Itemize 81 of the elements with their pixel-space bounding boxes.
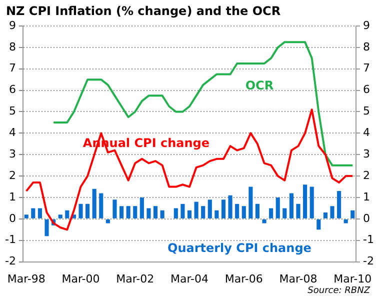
bar: [119, 206, 124, 218]
y-tick-label: 2: [8, 168, 16, 182]
bar: [160, 210, 164, 218]
bar: [337, 191, 342, 218]
y2-tick-label: 9: [363, 18, 370, 32]
bar: [112, 200, 117, 218]
bar: [296, 204, 300, 218]
y2-tick-label: -1: [363, 233, 374, 246]
bar: [44, 219, 49, 236]
bar: [316, 219, 321, 230]
series-label: Quarterly CPI change: [167, 240, 312, 255]
bar: [146, 208, 151, 218]
bar: [31, 208, 36, 218]
y2-tick-label: 8: [363, 40, 370, 54]
x-tick-label: Mar-00: [62, 272, 100, 286]
y-tick-label: 0: [8, 212, 16, 225]
bar: [99, 193, 104, 218]
x-tick-label: Mar-06: [224, 272, 263, 286]
series-label: OCR: [245, 78, 274, 92]
y-tick-label: 8: [8, 40, 16, 54]
bar: [330, 206, 334, 218]
bar: [24, 214, 28, 218]
bar: [221, 200, 226, 218]
bar: [208, 200, 212, 218]
y-tick-label: 6: [8, 83, 16, 96]
bar: [106, 219, 110, 224]
bar: [242, 206, 246, 218]
bar: [180, 204, 185, 218]
bar: [201, 206, 206, 218]
bar: [187, 210, 192, 218]
y-tick-label: 1: [8, 190, 16, 204]
bar: [153, 206, 158, 218]
bar: [269, 208, 274, 218]
bar: [126, 206, 130, 218]
x-tick-label: Mar-02: [116, 272, 154, 286]
bar: [262, 219, 266, 224]
y-tick-label: 9: [8, 18, 16, 32]
bar: [303, 184, 308, 218]
y2-tick-label: 1: [363, 190, 370, 204]
bar: [289, 193, 294, 218]
x-tick-label: Mar-10: [334, 272, 372, 286]
bar: [58, 214, 62, 218]
y-tick-label: 4: [8, 126, 16, 140]
x-tick-label: Mar-98: [7, 272, 46, 286]
bar: [310, 186, 314, 218]
y-tick-label: -1: [5, 233, 16, 246]
bar: [194, 202, 198, 218]
bar: [92, 188, 96, 218]
y2-tick-label: 5: [363, 104, 370, 118]
bar: [78, 204, 83, 218]
bar: [140, 197, 144, 218]
bar: [350, 210, 355, 218]
bar: [86, 204, 90, 218]
y-tick-label: 5: [8, 104, 16, 118]
y-tick-label: -2: [5, 254, 16, 268]
source-note: Source: RBNZ: [308, 286, 371, 296]
y2-tick-label: 7: [363, 62, 370, 75]
x-tick-label: Mar-08: [279, 272, 318, 286]
y2-tick-label: 2: [363, 168, 370, 182]
x-tick-label: Mar-04: [170, 272, 209, 286]
bar: [344, 219, 348, 224]
y-tick-label: 3: [8, 147, 16, 160]
y-tick-label: 7: [8, 62, 16, 75]
y2-tick-label: 3: [363, 147, 370, 160]
bar: [65, 210, 70, 218]
bar: [282, 208, 287, 218]
y2-tick-label: 6: [363, 83, 370, 96]
bar: [133, 206, 138, 218]
bar: [38, 208, 42, 218]
y2-tick-label: 0: [363, 212, 370, 225]
bar: [255, 204, 260, 218]
bar: [174, 208, 178, 218]
bar: [276, 197, 280, 218]
bar: [214, 210, 219, 218]
chart-title: NZ CPI Inflation (% change) and the OCR: [6, 4, 281, 18]
y2-tick-label: 4: [363, 126, 370, 140]
y2-tick-label: -2: [363, 254, 374, 268]
bar: [323, 212, 328, 218]
bar: [228, 195, 232, 218]
bar: [248, 186, 253, 218]
bar: [235, 204, 240, 218]
